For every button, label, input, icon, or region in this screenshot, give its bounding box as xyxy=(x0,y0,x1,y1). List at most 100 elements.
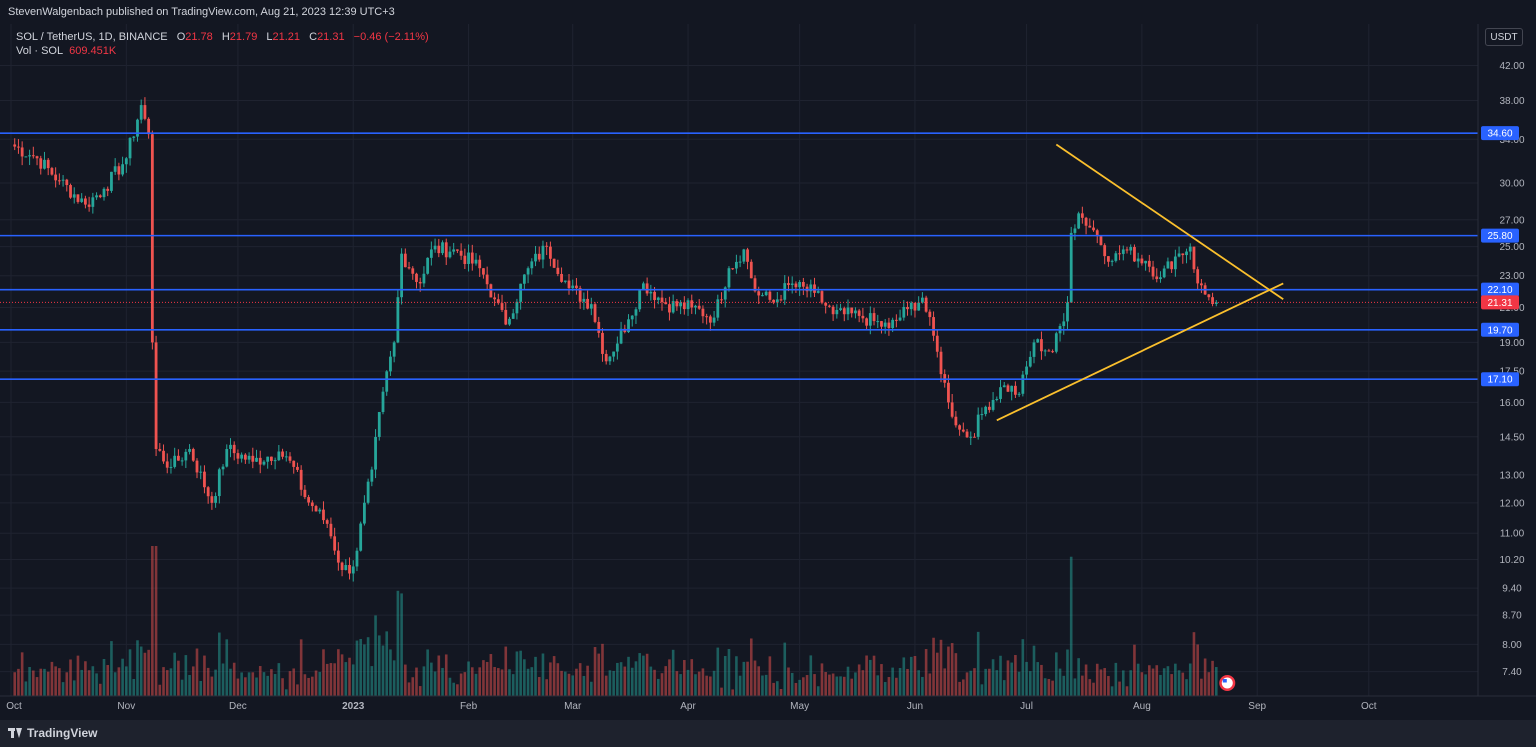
volume-label[interactable]: Vol · SOL xyxy=(16,45,64,57)
candle xyxy=(794,281,798,293)
volume-bar xyxy=(493,667,496,696)
candle xyxy=(344,559,348,571)
candle-body xyxy=(143,105,147,119)
candle-body xyxy=(973,436,976,438)
volume-bar xyxy=(1133,644,1136,696)
candle xyxy=(761,292,764,297)
volume-bar xyxy=(664,666,668,696)
candle-body xyxy=(653,291,656,300)
volume-bar xyxy=(1207,672,1211,696)
candle-body xyxy=(284,456,288,458)
volume-bar xyxy=(854,672,857,696)
candle-body xyxy=(50,168,54,175)
volume-bar xyxy=(177,660,180,696)
candle-body xyxy=(947,382,950,403)
volume-bar xyxy=(13,672,17,696)
candle-body xyxy=(586,298,589,309)
candle xyxy=(604,349,608,365)
price-tick-label: 9.40 xyxy=(1502,584,1522,595)
candle-body xyxy=(1028,356,1032,367)
candle xyxy=(374,429,377,479)
candle xyxy=(191,447,195,462)
volume-bar xyxy=(158,684,162,696)
candle xyxy=(597,316,601,338)
candle-body xyxy=(433,245,437,250)
volume-bar xyxy=(392,660,396,696)
candle-body xyxy=(80,198,84,202)
candle-body xyxy=(1110,260,1114,262)
volume-bar xyxy=(1181,672,1185,696)
candle-body xyxy=(17,146,20,148)
open-value: 21.78 xyxy=(185,31,213,43)
volume-bar xyxy=(880,664,883,696)
candle xyxy=(195,458,199,479)
candle-body xyxy=(664,302,668,305)
volume-bar xyxy=(444,654,448,696)
volume-bar xyxy=(266,675,269,696)
candle-body xyxy=(519,283,523,302)
volume-bar xyxy=(720,687,723,696)
candle xyxy=(1099,235,1103,246)
volume-bar xyxy=(1203,658,1207,696)
candle xyxy=(273,457,277,470)
candle-body xyxy=(861,315,865,319)
candle-body xyxy=(273,460,277,462)
candle xyxy=(180,457,184,466)
candle-body xyxy=(913,302,917,311)
candle-body xyxy=(597,321,601,333)
price-tick-label: 11.00 xyxy=(1500,529,1525,540)
candle xyxy=(519,283,523,310)
volume-bar xyxy=(244,677,247,696)
volume-bar xyxy=(798,679,801,696)
candle xyxy=(169,458,173,474)
candle-body xyxy=(545,245,549,247)
volume-bar xyxy=(1151,668,1155,696)
volume-bar xyxy=(861,670,865,696)
candle xyxy=(296,462,299,472)
trendline xyxy=(996,282,1284,422)
candle-body xyxy=(917,302,921,311)
symbol-label[interactable]: SOL / TetherUS, 1D, BINANCE xyxy=(16,31,168,43)
time-tick-label: 2023 xyxy=(342,701,365,712)
candle xyxy=(84,195,87,209)
candle-body xyxy=(1032,342,1036,357)
candle xyxy=(697,299,701,310)
candle-body xyxy=(1214,302,1218,304)
currency-button[interactable]: USDT xyxy=(1485,28,1523,46)
volume-bar xyxy=(519,650,522,696)
price-tick-label: 23.00 xyxy=(1499,271,1524,282)
volume-bar xyxy=(690,659,694,696)
volume-bar xyxy=(322,649,325,696)
volume-bar xyxy=(962,679,965,696)
volume-bar xyxy=(195,648,199,696)
candle xyxy=(671,294,675,314)
candle xyxy=(1188,243,1192,260)
candle xyxy=(924,295,928,313)
volume-bar xyxy=(151,546,154,696)
candle xyxy=(921,292,924,304)
volume-bar xyxy=(1017,671,1021,696)
candle xyxy=(1051,349,1054,354)
candle-body xyxy=(735,261,738,269)
candle xyxy=(563,280,567,284)
volume-value: 609.451K xyxy=(69,45,117,57)
candle-body xyxy=(493,297,496,300)
candle-body xyxy=(1043,350,1047,352)
candle xyxy=(188,444,191,455)
candle-body xyxy=(1207,294,1211,298)
volume-bar xyxy=(742,661,746,696)
volume-bar xyxy=(630,667,634,696)
candle xyxy=(422,266,426,288)
candle xyxy=(474,253,478,266)
candle xyxy=(865,317,868,330)
candle-body xyxy=(180,460,184,462)
candle xyxy=(534,245,537,267)
candle-body xyxy=(426,257,430,274)
volume-bar xyxy=(344,662,348,696)
volume-bar xyxy=(396,590,400,696)
candle xyxy=(255,449,258,463)
candle xyxy=(950,393,954,419)
volume-bar xyxy=(508,669,511,696)
tradingview-logo[interactable]: TradingView xyxy=(8,726,97,740)
